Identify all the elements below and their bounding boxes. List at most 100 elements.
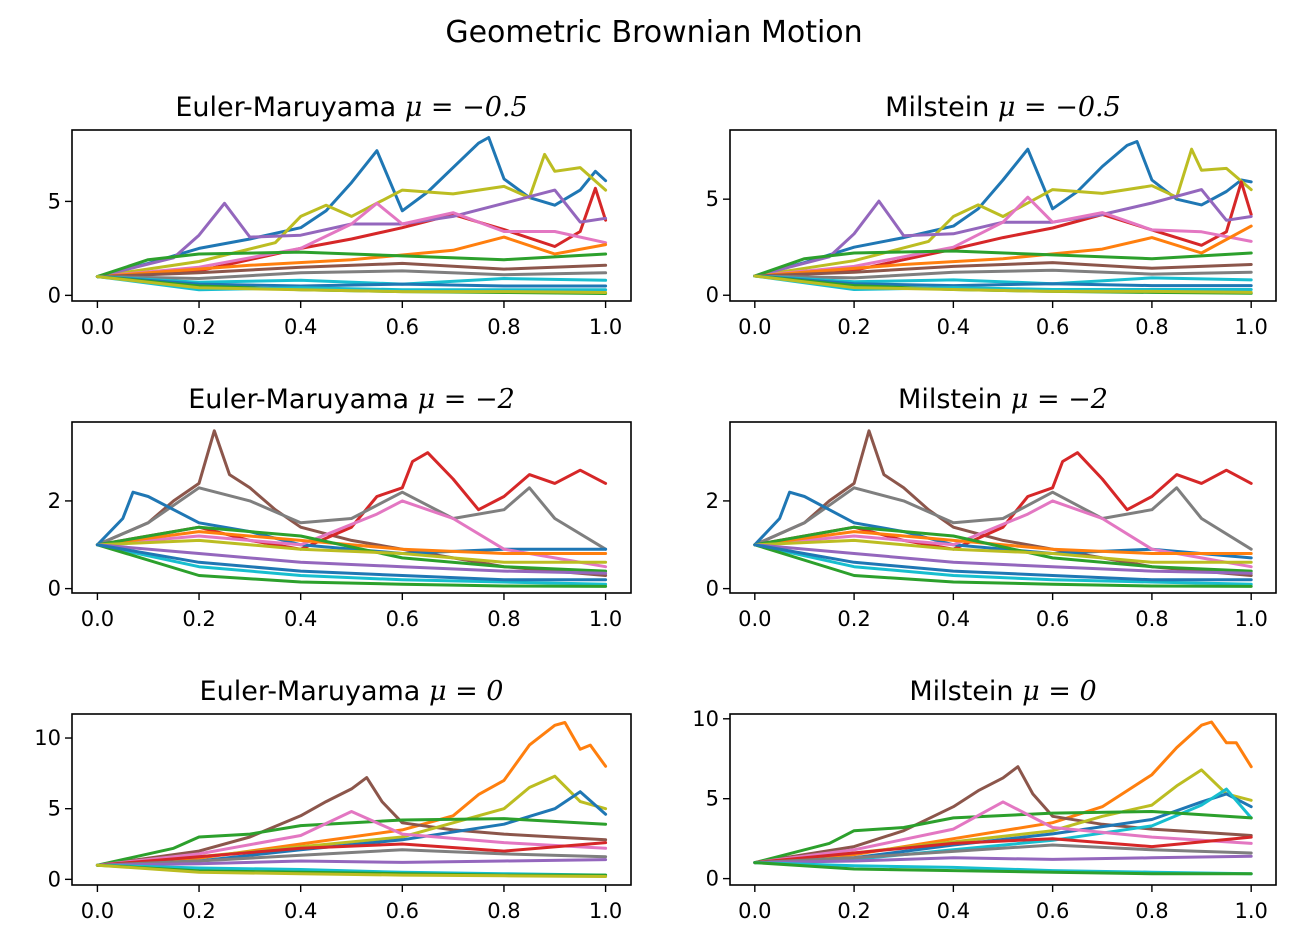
- series-line-6: [753, 224, 1253, 278]
- plot-frame: [71, 129, 632, 302]
- plot-frame: [729, 421, 1277, 594]
- figure-title: Geometric Brownian Motion: [445, 15, 862, 50]
- series-line-6: [753, 530, 1253, 555]
- series-group: [753, 140, 1253, 295]
- series-line-5: [95, 817, 608, 867]
- series-group: [95, 136, 608, 295]
- series-line-9: [753, 543, 1253, 575]
- series-line-12: [753, 861, 1253, 876]
- x-tick-label: 0.6: [1036, 315, 1069, 339]
- series-line-10: [753, 274, 1253, 286]
- x-tick-label: 0.2: [182, 899, 215, 923]
- x-tick-label: 0.8: [1135, 607, 1168, 631]
- x-tick-label: 0.4: [937, 607, 970, 631]
- x-tick-label: 0.2: [837, 899, 870, 923]
- x-tick-label: 0.2: [837, 607, 870, 631]
- subplot-title-param: μ = −0.5: [405, 92, 528, 123]
- y-tick-label: 0: [706, 867, 719, 891]
- y-tick-label: 2: [48, 489, 61, 513]
- x-tick-label: 0.8: [1135, 899, 1168, 923]
- series-line-6: [753, 810, 1253, 865]
- y-tick-label: 5: [706, 787, 719, 811]
- subplot-title: Euler-Maruyama μ = −0.5: [175, 92, 527, 123]
- x-tick-label: 0.2: [837, 315, 870, 339]
- subplot-title-param: μ = 0: [1022, 676, 1097, 707]
- y-tick-label: 5: [48, 797, 61, 821]
- series-line-7: [753, 249, 1253, 278]
- series-line-13: [753, 274, 1253, 291]
- subplot-3: Euler-Maruyama μ = −2 0.0 0.2 0.4 0.6 0.8 1.0 0…: [48, 384, 632, 631]
- x-tick-label: 0.4: [937, 315, 970, 339]
- subplot-6: Milstein μ = 0 0.0 0.2 0.4 0.6 0.8 1.0 0 5 10: [692, 676, 1277, 923]
- subplot-title-param: μ = 0: [429, 676, 504, 707]
- x-tick-label: 1.0: [1234, 607, 1267, 631]
- series-group: [95, 429, 608, 588]
- series-line-2: [753, 765, 1253, 865]
- series-group: [753, 429, 1253, 588]
- y-tick-label: 0: [706, 577, 719, 601]
- series-line-8: [95, 261, 608, 279]
- subplot-title: Milstein μ = −2: [898, 384, 1108, 415]
- series-line-11: [753, 543, 1253, 588]
- series-line-2: [95, 152, 608, 279]
- y-tick-label: 10: [34, 726, 61, 750]
- x-tick-label: 0.6: [386, 899, 419, 923]
- series-line-7: [95, 841, 608, 867]
- series-group: [753, 720, 1253, 876]
- series-line-5: [753, 195, 1253, 278]
- plot-frame: [729, 713, 1277, 886]
- series-line-13: [95, 275, 608, 292]
- x-tick-label: 1.0: [1234, 315, 1267, 339]
- subplot-title-main: Milstein: [909, 676, 1022, 707]
- subplot-title-main: Euler-Maruyama: [200, 676, 429, 707]
- y-tick-label: 5: [706, 187, 719, 211]
- series-line-6: [95, 235, 608, 279]
- series-line-7: [753, 525, 1253, 573]
- x-tick-label: 0.0: [81, 607, 114, 631]
- x-tick-label: 0.6: [386, 315, 419, 339]
- subplot-4: Milstein μ = −2 0.0 0.2 0.4 0.6 0.8 1.0 0 2: [706, 384, 1277, 631]
- series-line-7: [753, 800, 1253, 865]
- y-tick-label: 0: [48, 867, 61, 891]
- x-tick-label: 0.4: [284, 315, 317, 339]
- series-line-1: [95, 721, 608, 867]
- series-line-9: [95, 858, 608, 867]
- x-tick-label: 1.0: [1234, 899, 1267, 923]
- series-line-10: [95, 543, 608, 586]
- plot-frame: [71, 713, 632, 886]
- y-tick-label: 5: [48, 189, 61, 213]
- series-line-14: [95, 275, 608, 294]
- x-tick-label: 0.6: [1036, 899, 1069, 923]
- y-tick-label: 0: [48, 577, 61, 601]
- series-line-7: [95, 525, 608, 573]
- subplot-title: Euler-Maruyama μ = 0: [200, 676, 504, 707]
- series-line-10: [753, 543, 1253, 586]
- subplot-title: Milstein μ = −0.5: [885, 92, 1121, 123]
- subplot-title: Euler-Maruyama μ = −2: [188, 384, 515, 415]
- subplot-title-main: Milstein: [898, 384, 1011, 415]
- subplot-title-main: Euler-Maruyama: [188, 384, 417, 415]
- series-line-3: [95, 486, 608, 551]
- subplot-title-main: Milstein: [885, 92, 998, 123]
- x-tick-label: 1.0: [589, 607, 622, 631]
- x-tick-label: 0.6: [386, 607, 419, 631]
- series-line-12: [95, 543, 608, 582]
- series-line-2: [95, 776, 608, 867]
- subplot-title-param: μ = −2: [418, 384, 515, 415]
- series-line-6: [95, 810, 608, 867]
- series-line-9: [95, 269, 608, 280]
- x-tick-label: 0.4: [284, 899, 317, 923]
- series-line-8: [95, 848, 608, 867]
- subplot-2: Milstein μ = −0.5 0.0 0.2 0.4 0.6 0.8 1.0 0 5: [706, 92, 1277, 339]
- series-line-11: [753, 274, 1253, 288]
- subplot-1: Euler-Maruyama μ = −0.5 0.0 0.2 0.4 0.6 0.8 1.…: [48, 92, 632, 339]
- plot-frame: [71, 421, 632, 594]
- x-tick-label: 1.0: [589, 899, 622, 923]
- series-line-11: [95, 275, 608, 288]
- x-tick-label: 0.2: [182, 315, 215, 339]
- subplot-5: Euler-Maruyama μ = 0 0.0 0.2 0.4 0.6 0.8 1.0 0 5…: [34, 676, 632, 923]
- series-line-12: [95, 863, 608, 878]
- series-line-14: [753, 274, 1253, 294]
- series-line-4: [95, 188, 608, 279]
